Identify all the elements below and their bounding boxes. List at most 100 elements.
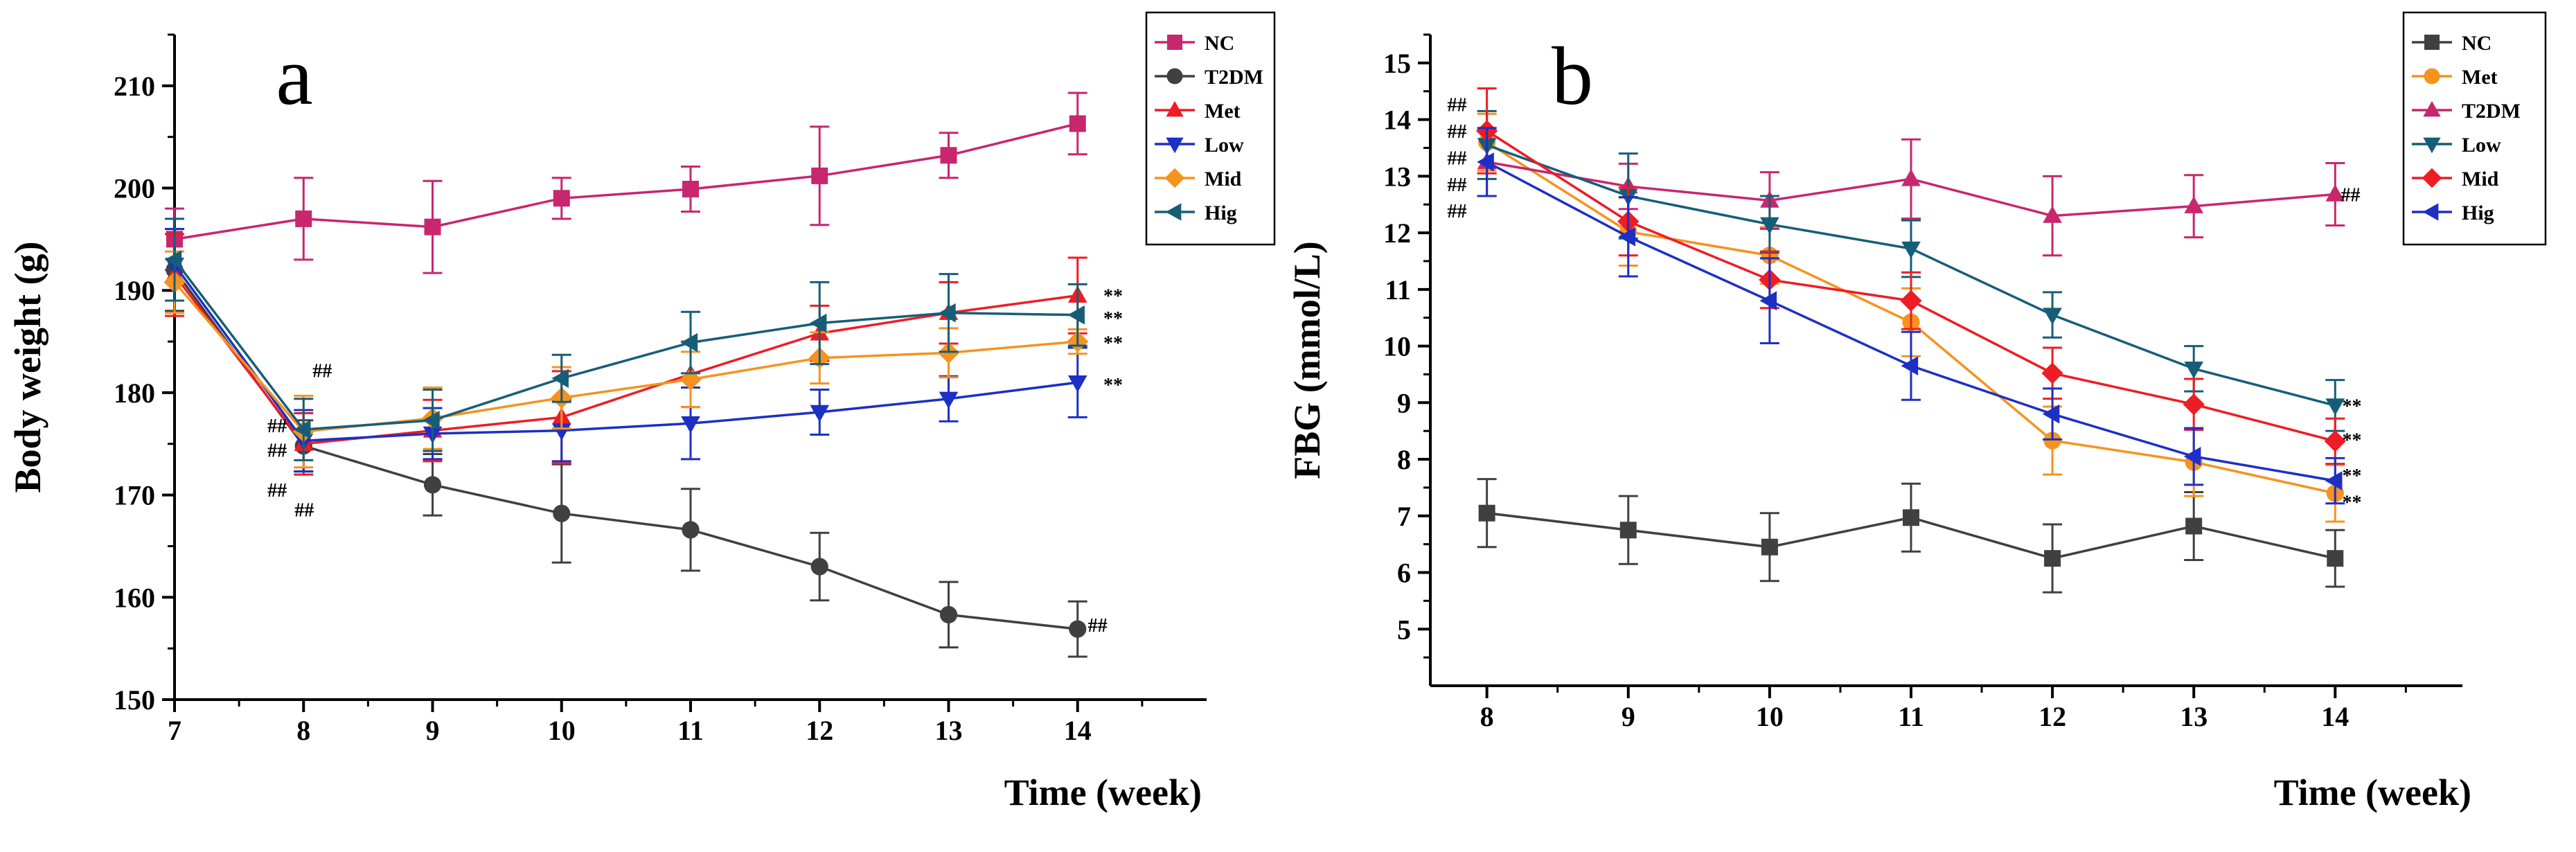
a-y-tick-label: 150 [114,684,155,716]
legend-marker [1165,203,1182,221]
b-x-tick-label: 13 [2180,701,2208,732]
b-x-tick-label: 10 [1756,701,1784,732]
legend-label-nc: NC [2462,32,2491,55]
b-y-tick-label: 9 [1397,387,1411,418]
legend-label-mid: Mid [2462,168,2499,190]
data-point [424,218,441,236]
data-point [423,476,442,494]
series-line [173,264,1078,443]
data-point [423,411,440,430]
legend-marker [2422,168,2442,188]
legend-marker [2424,35,2440,50]
data-point [1069,620,1087,638]
data-point [553,504,571,522]
panel-b-chart: 5 6 7 8 9 10 11 12 13 14 15 8 9 10 11 12 13 14 FBG (mmol/L… [1286,11,2547,813]
legend-marker [1166,100,1184,117]
data-point [939,605,958,624]
a-x-tick-label: 11 [677,715,704,746]
a-significance-mark: ** [1103,375,1123,396]
a-x-tick-label: 7 [168,715,181,746]
data-point [1901,241,1921,259]
data-point [1069,115,1086,132]
data-point [293,420,311,439]
legend-marker [1164,168,1185,188]
legend-label-mid: Mid [1205,168,1242,190]
data-point [2183,447,2201,466]
data-point [1902,509,1919,526]
a-y-tick-label: 200 [114,173,155,204]
b-y-tick-label: 7 [1397,501,1411,532]
series-line [173,274,1078,445]
a-x-tick-label: 8 [296,715,310,746]
legend-label-met: Met [2462,66,2498,89]
a-y-tick-label: 170 [114,480,155,511]
a-significance-mark: ## [267,416,287,437]
b-x-tick-label: 9 [1622,701,1635,732]
data-point [940,147,957,164]
b-significance-mark: ** [2343,396,2362,417]
data-point [2043,308,2062,326]
legend-marker [2423,100,2441,117]
a-significance-mark: ** [1103,308,1123,330]
data-point [1900,290,1922,312]
legend-marker [2423,137,2441,154]
b-series-low [1477,109,2345,432]
data-point [2043,432,2061,450]
legend-label-nc: NC [1205,32,1234,55]
data-point [679,369,702,391]
data-point [1618,227,1635,247]
panel-a-chart: 150 160 170 180 190 200 210 7 8 9 10 11 12 13 14 Body w… [7,11,1276,813]
legend-label-low: Low [2462,134,2501,157]
data-point [2185,517,2203,535]
a-significance-mark: ## [312,360,332,382]
a-y-tick-label: 160 [114,582,155,613]
b-x-axis-title: Time (week) [2274,772,2471,813]
data-point [2327,550,2344,567]
data-point [2043,206,2062,223]
legend-label-hig: Hig [1205,202,1237,224]
a-x-tick-label: 9 [426,715,440,746]
series-line [173,269,1078,630]
a-series-nc [165,91,1087,274]
data-point [939,391,959,409]
data-point [1761,538,1778,556]
b-y-tick-label: 12 [1383,218,1411,249]
data-point [1477,152,1494,172]
data-point [810,405,830,423]
legend-label-hig: Hig [2462,202,2494,224]
b-y-tick-label: 11 [1385,274,1411,305]
data-point [2325,471,2343,490]
b-y-tick-label: 5 [1397,614,1411,645]
a-series-hig [164,218,1087,461]
a-panel-label: a [276,30,312,122]
b-y-tick-label: 15 [1383,48,1411,79]
data-point [1901,169,1921,186]
data-point [682,181,699,198]
b-y-tick-label: 14 [1383,105,1411,136]
a-significance-mark: ## [267,441,287,462]
legend-label-t2dm: T2DM [1205,66,1263,89]
a-x-tick-label: 12 [806,715,833,746]
series-line [173,258,1078,431]
legend-marker [1167,35,1182,50]
data-point [2041,362,2063,384]
a-x-tick-label: 14 [1064,715,1092,746]
data-point [1067,305,1085,325]
b-significance-mark: ## [2340,185,2360,206]
a-y-tick-label: 190 [114,275,155,306]
data-point [2183,393,2205,416]
data-point [1067,375,1087,393]
data-point [1901,356,1919,375]
data-point [553,190,570,207]
b-x-tick-label: 8 [1480,701,1494,732]
a-significance-mark: ** [1103,286,1123,308]
data-point [681,416,700,434]
legend-label-t2dm: T2DM [2462,100,2521,123]
data-point [2042,404,2060,424]
b-significance-mark: ** [2343,429,2362,451]
legend-marker [1166,68,1183,85]
legend-marker [2422,203,2439,221]
b-significance-mark: ## [1447,201,1466,222]
legend-marker [1166,137,1184,154]
data-point [939,303,956,323]
